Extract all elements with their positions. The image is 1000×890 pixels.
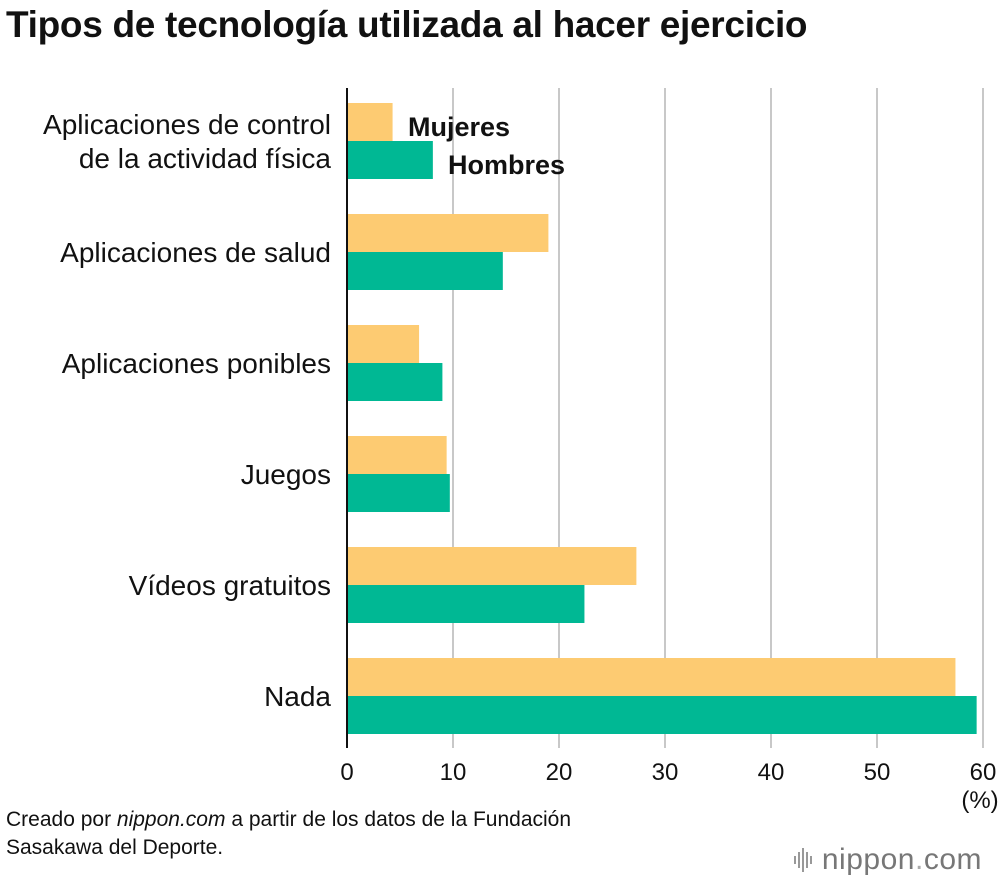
bar-mujeres-1	[347, 214, 549, 252]
x-tick-label-30: 30	[652, 759, 679, 786]
x-tick-labels: 0 10 20 30 40 50 60	[340, 759, 996, 786]
x-tick-label-60: 60	[970, 759, 997, 786]
bar-mujeres-0	[347, 103, 393, 141]
category-label-4: Vídeos gratuitos	[129, 570, 331, 601]
x-tick-label-0: 0	[340, 759, 353, 786]
category-label-2: Aplicaciones ponibles	[62, 348, 331, 379]
bar-hombres-1	[347, 252, 503, 290]
bars	[347, 103, 977, 734]
category-label-5: Nada	[264, 681, 331, 712]
legend-hombres: Hombres	[448, 150, 565, 180]
brand-name: nippon.com	[821, 843, 982, 876]
chart-title: Tipos de tecnología utilizada al hacer e…	[6, 4, 808, 45]
bar-mujeres-3	[347, 436, 447, 474]
bar-hombres-4	[347, 585, 585, 623]
x-tick-label-10: 10	[440, 759, 467, 786]
x-tick-label-50: 50	[864, 759, 891, 786]
x-tick-label-20: 20	[546, 759, 573, 786]
source-line-2: Sasakawa del Deporte.	[6, 836, 224, 859]
source-line-1: Creado por nippon.com a partir de los da…	[6, 806, 571, 834]
brand-mark-icon	[793, 848, 812, 872]
source-prefix: Creado por	[6, 808, 117, 831]
x-axis-unit: (%)	[961, 787, 998, 814]
source-site: nippon.com	[116, 808, 226, 831]
category-label-0-line-0: Aplicaciones de control	[43, 109, 331, 140]
bar-hombres-3	[347, 474, 450, 512]
legend-mujeres: Mujeres	[408, 112, 510, 142]
source-suffix: a partir de los datos de la Fundación	[225, 808, 572, 831]
category-label-0-line-1: de la actividad física	[79, 143, 332, 174]
category-label-1: Aplicaciones de salud	[60, 237, 331, 268]
bar-mujeres-2	[347, 325, 420, 363]
bar-hombres-0	[347, 141, 433, 179]
source-note: Creado por nippon.com a partir de los da…	[6, 806, 571, 862]
category-label-3: Juegos	[241, 459, 331, 490]
gridlines	[452, 88, 984, 748]
brand-logo: nippon.com	[793, 843, 982, 877]
bar-hombres-2	[347, 363, 443, 401]
bar-mujeres-4	[347, 547, 637, 585]
x-tick-label-40: 40	[758, 759, 785, 786]
bar-hombres-5	[347, 696, 977, 734]
bar-mujeres-5	[347, 658, 956, 696]
